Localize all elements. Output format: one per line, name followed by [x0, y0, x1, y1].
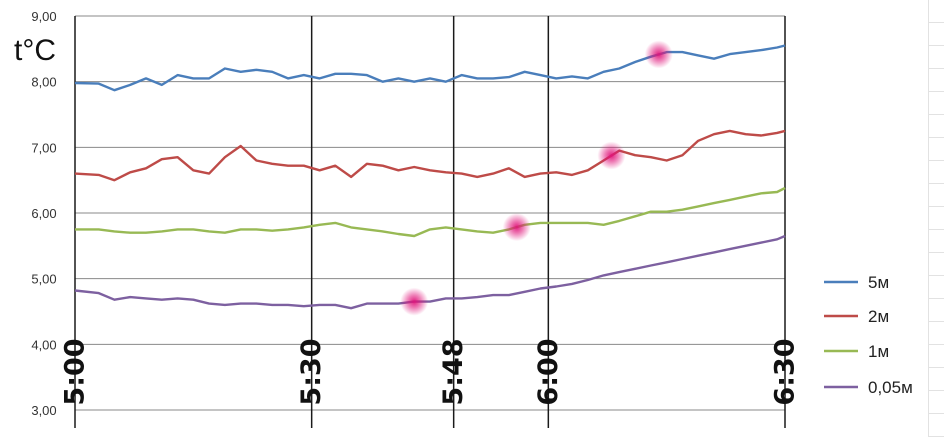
y-tick-label: 3,00 [31, 403, 56, 418]
series-line-0 [74, 44, 786, 92]
x-tick-label: 6:00 [533, 338, 564, 405]
x-tick-label: 5:48 [438, 338, 469, 405]
y-tick-label: 4,00 [31, 337, 56, 352]
y-tick-label: 6,00 [31, 206, 56, 221]
x-tick-label: 5:30 [296, 338, 327, 405]
x-tick-label: 6:30 [770, 338, 801, 405]
legend-label: 5м [868, 273, 889, 292]
temperature-chart: 3,00 4,00 5,00 6,00 7,00 8,00 9,00 5:00 5:30 5:4… [14, 9, 913, 428]
x-tick-label: 5:00 [60, 338, 91, 405]
y-tick-label: 8,00 [31, 75, 56, 90]
series-line-2 [75, 186, 786, 238]
highlight-marker [597, 141, 626, 170]
legend-label: 0,05м [868, 378, 913, 397]
y-tick-label: 7,00 [31, 140, 56, 155]
highlight-marker [502, 213, 531, 242]
series-line-1 [74, 129, 786, 182]
legend-label: 1м [868, 342, 889, 361]
highlight-marker [400, 287, 429, 316]
unit-label: t°C [14, 34, 56, 67]
highlight-marker [644, 40, 673, 69]
spreadsheet-edge [928, 0, 944, 437]
y-tick-label: 9,00 [31, 9, 56, 24]
legend-label: 2м [868, 307, 889, 326]
series-line-3 [74, 234, 786, 310]
y-tick-label: 5,00 [31, 272, 56, 287]
